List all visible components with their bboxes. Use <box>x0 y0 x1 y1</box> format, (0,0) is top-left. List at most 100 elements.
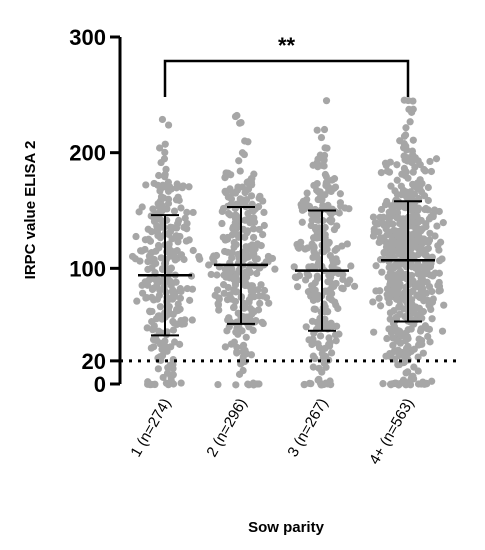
data-point <box>239 341 248 349</box>
data-point <box>240 304 248 312</box>
data-point <box>169 286 177 294</box>
data-point <box>205 261 213 269</box>
data-point <box>238 149 247 157</box>
data-point <box>303 189 311 197</box>
data-point <box>391 187 399 195</box>
data-point <box>257 281 265 289</box>
data-point <box>410 308 418 316</box>
data-point <box>151 380 159 389</box>
data-point <box>224 248 232 256</box>
data-point <box>431 232 439 240</box>
data-point <box>413 212 421 221</box>
data-point <box>413 291 421 300</box>
data-point <box>426 271 435 279</box>
data-point <box>157 193 166 201</box>
data-point <box>350 282 359 290</box>
data-point <box>232 288 240 296</box>
data-point <box>310 247 318 255</box>
data-point <box>322 363 330 371</box>
data-point <box>375 294 383 302</box>
data-point <box>426 302 434 310</box>
data-point <box>207 270 215 279</box>
data-point <box>399 293 408 301</box>
data-point <box>372 262 380 270</box>
data-point <box>164 187 173 195</box>
data-point <box>416 161 424 169</box>
data-point <box>222 267 230 275</box>
data-point <box>388 280 397 288</box>
data-point <box>232 328 240 336</box>
x-tick-label: 4+ (n=563) <box>366 395 417 467</box>
data-point <box>211 252 219 260</box>
data-point <box>241 137 249 145</box>
data-point <box>161 140 169 148</box>
data-point <box>178 184 186 192</box>
series-points <box>290 97 359 389</box>
data-point <box>338 284 346 292</box>
data-point <box>435 269 443 277</box>
data-point <box>291 273 299 281</box>
y-axis: 020 100 200 300 <box>69 25 462 397</box>
data-point <box>176 285 184 293</box>
data-point <box>422 223 430 231</box>
data-point <box>331 207 339 216</box>
x-axis: 1 (n=274) 2 (n=296) 3 (n=267) 4+ (n=563) <box>127 395 417 467</box>
data-point <box>397 190 405 199</box>
data-point <box>309 335 317 343</box>
data-point <box>232 241 240 249</box>
data-point <box>393 176 401 184</box>
data-point <box>146 275 154 283</box>
data-point <box>226 211 234 219</box>
data-point <box>417 275 425 283</box>
data-point <box>331 298 339 306</box>
data-point <box>316 196 325 204</box>
data-point <box>410 345 418 353</box>
data-point <box>164 381 173 389</box>
data-point <box>242 333 250 341</box>
data-point <box>411 281 419 289</box>
data-point <box>416 340 424 349</box>
data-point <box>313 253 321 261</box>
data-point <box>326 274 335 282</box>
data-point <box>414 380 423 388</box>
data-point <box>265 299 273 307</box>
data-point <box>382 161 390 170</box>
data-point <box>312 325 321 333</box>
data-point <box>320 162 328 170</box>
data-point <box>234 183 242 191</box>
data-point <box>259 230 267 239</box>
data-point <box>254 306 263 314</box>
data-point <box>370 328 378 336</box>
data-point <box>253 255 261 263</box>
data-point <box>231 112 240 121</box>
data-point <box>402 380 410 388</box>
data-point <box>390 322 398 330</box>
data-point <box>395 269 404 277</box>
data-point <box>169 326 178 334</box>
data-point <box>161 170 169 179</box>
data-point <box>156 303 165 311</box>
data-point <box>154 181 162 189</box>
data-point <box>369 298 377 306</box>
data-point <box>390 379 398 388</box>
data-point <box>173 180 181 188</box>
data-point <box>218 219 226 228</box>
data-point <box>220 289 228 297</box>
data-point <box>244 380 252 388</box>
data-point <box>149 326 157 334</box>
data-point <box>295 244 303 252</box>
data-point <box>268 254 277 263</box>
data-point <box>400 353 409 361</box>
data-point <box>383 167 392 175</box>
data-point <box>403 146 411 154</box>
data-point <box>428 315 436 323</box>
y-tick-label: 200 <box>69 141 106 166</box>
data-point <box>399 223 407 232</box>
data-point <box>369 232 378 240</box>
data-point <box>394 238 403 246</box>
data-point <box>189 208 197 217</box>
data-point <box>383 231 391 239</box>
data-point <box>253 269 261 278</box>
data-point <box>172 278 180 286</box>
